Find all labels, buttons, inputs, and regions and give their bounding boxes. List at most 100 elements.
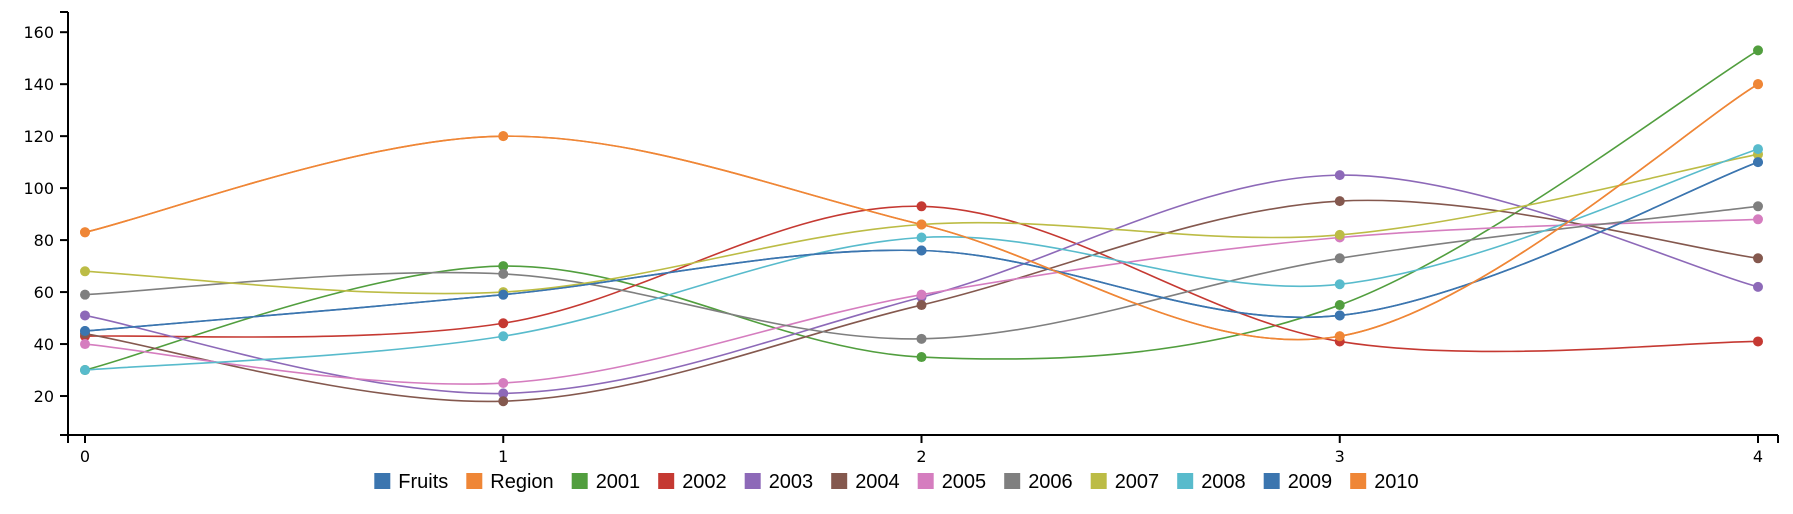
- y-tick-label: 20: [34, 387, 54, 406]
- legend-label: 2003: [769, 471, 814, 493]
- series-2005: [80, 214, 1763, 389]
- data-point[interactable]: [498, 268, 509, 279]
- legend-item-2004[interactable]: 2004: [831, 471, 900, 493]
- data-point[interactable]: [1753, 253, 1763, 264]
- data-point[interactable]: [916, 333, 927, 344]
- legend-swatch: [917, 473, 934, 489]
- legend-label: 2004: [855, 471, 900, 493]
- legend-item-2005[interactable]: 2005: [917, 471, 987, 493]
- data-point[interactable]: [1334, 300, 1345, 311]
- data-point[interactable]: [1753, 201, 1763, 212]
- legend-label: Fruits: [398, 471, 448, 493]
- data-point[interactable]: [1753, 214, 1763, 225]
- legend-item-2001[interactable]: 2001: [571, 471, 641, 493]
- x-tick-label: 2: [916, 447, 926, 466]
- y-tick-label: 140: [23, 75, 54, 94]
- data-point[interactable]: [916, 300, 927, 311]
- data-point[interactable]: [1334, 253, 1345, 264]
- data-point[interactable]: [80, 266, 90, 277]
- legend-label: 2008: [1201, 471, 1246, 493]
- data-point[interactable]: [916, 245, 927, 256]
- data-point[interactable]: [1334, 229, 1345, 240]
- legend: Fruits Region 2001 2002 2003 2004 2005 2006 2007…: [374, 471, 1419, 493]
- data-point[interactable]: [498, 261, 509, 272]
- legend-label: 2005: [942, 471, 987, 493]
- data-point[interactable]: [498, 289, 509, 300]
- data-point[interactable]: [1753, 157, 1763, 168]
- legend-swatch: [1090, 473, 1107, 489]
- data-point[interactable]: [1334, 331, 1345, 342]
- series-2004: [80, 196, 1763, 407]
- y-axis: 20 40 60 80 100 120 140 160: [23, 11, 69, 436]
- data-point[interactable]: [1753, 336, 1763, 347]
- legend-swatch: [1004, 473, 1021, 489]
- y-tick-label: 120: [23, 127, 54, 146]
- data-point[interactable]: [1753, 79, 1763, 90]
- y-tick-label: 40: [34, 335, 54, 354]
- data-point[interactable]: [1753, 144, 1763, 155]
- data-point[interactable]: [80, 326, 90, 337]
- legend-label: 2001: [596, 471, 641, 493]
- data-point[interactable]: [916, 232, 927, 243]
- data-point[interactable]: [498, 318, 509, 329]
- legend-label: 2002: [682, 471, 727, 493]
- series-group: [80, 45, 1763, 407]
- data-point[interactable]: [916, 201, 927, 212]
- y-tick-label: 80: [34, 231, 54, 250]
- legend-item-region[interactable]: Region: [466, 471, 554, 493]
- legend-item-2007[interactable]: 2007: [1090, 471, 1160, 493]
- legend-item-2003[interactable]: 2003: [744, 471, 814, 493]
- legend-swatch: [1177, 473, 1194, 489]
- data-point[interactable]: [1334, 170, 1345, 181]
- data-point[interactable]: [80, 365, 90, 376]
- x-tick-label: 4: [1753, 447, 1763, 466]
- data-point[interactable]: [498, 131, 509, 142]
- data-point[interactable]: [1334, 196, 1345, 207]
- legend-swatch: [1350, 473, 1367, 489]
- data-point[interactable]: [1753, 281, 1763, 292]
- legend-swatch: [374, 473, 391, 489]
- legend-swatch: [744, 473, 761, 489]
- x-tick-label: 1: [498, 447, 508, 466]
- data-point[interactable]: [498, 396, 509, 407]
- x-tick-label: 0: [80, 447, 90, 466]
- legend-item-2010[interactable]: 2010: [1350, 471, 1419, 493]
- data-point[interactable]: [498, 331, 509, 342]
- data-point[interactable]: [80, 289, 90, 300]
- legend-label: 2006: [1028, 471, 1073, 493]
- legend-item-2009[interactable]: 2009: [1263, 471, 1333, 493]
- data-point[interactable]: [80, 310, 90, 321]
- data-point[interactable]: [80, 339, 90, 350]
- legend-swatch: [658, 473, 675, 489]
- legend-swatch: [466, 473, 483, 489]
- legend-label: Region: [490, 471, 553, 493]
- legend-item-fruits[interactable]: Fruits: [374, 471, 448, 493]
- data-point[interactable]: [1334, 310, 1345, 321]
- series-2006: [80, 201, 1763, 344]
- data-point[interactable]: [916, 289, 927, 300]
- x-axis: 0 1 2 3 4: [67, 434, 1779, 466]
- legend-label: 2010: [1374, 471, 1419, 493]
- series-2008: [80, 144, 1763, 376]
- data-point[interactable]: [1753, 45, 1763, 56]
- y-tick-label: 160: [23, 23, 54, 42]
- series-2010: [80, 79, 1763, 342]
- legend-label: 2009: [1288, 471, 1333, 493]
- legend-swatch: [1263, 473, 1280, 489]
- legend-swatch: [571, 473, 588, 489]
- data-point[interactable]: [916, 352, 927, 363]
- x-tick-label: 3: [1335, 447, 1345, 466]
- series-2009: [80, 157, 1763, 337]
- data-point[interactable]: [80, 227, 90, 238]
- data-point[interactable]: [1334, 279, 1345, 290]
- legend-item-2008[interactable]: 2008: [1177, 471, 1246, 493]
- series-line: [84, 83, 1759, 341]
- legend-item-2006[interactable]: 2006: [1004, 471, 1073, 493]
- data-point[interactable]: [916, 219, 927, 230]
- legend-item-2002[interactable]: 2002: [658, 471, 727, 493]
- data-point[interactable]: [498, 388, 509, 399]
- data-point[interactable]: [498, 378, 509, 389]
- y-tick-label: 100: [23, 179, 54, 198]
